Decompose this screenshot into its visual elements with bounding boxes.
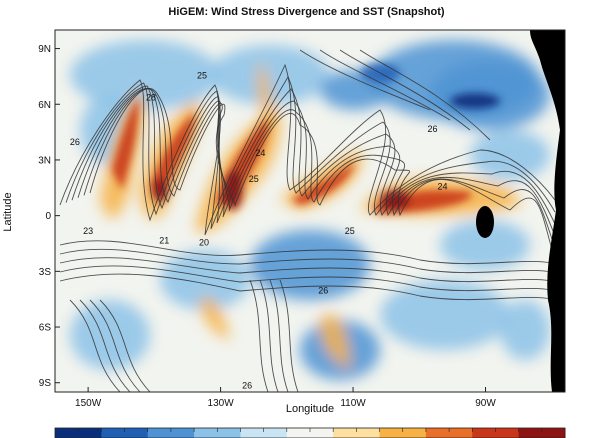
contour-label: 24 — [255, 148, 265, 158]
sst-contour-line — [71, 85, 556, 225]
figure-title: HiGEM: Wind Stress Divergence and SST (S… — [168, 6, 445, 18]
contour-label: 24 — [437, 182, 447, 192]
cool-patch — [380, 280, 510, 350]
warm-tongue — [257, 60, 272, 130]
contour-label: 26 — [428, 124, 438, 134]
sst-contour-line — [59, 63, 556, 236]
sst-contour-line — [59, 248, 561, 275]
y-tick-label: 0 — [45, 211, 51, 222]
y-tick-label: 6S — [39, 323, 52, 334]
contour-labels: 28 26 25 24 25 26 24 23 21 20 25 26 26 — [70, 70, 448, 390]
colorbar-swatch — [101, 428, 149, 438]
sst-contour-line — [259, 279, 279, 392]
sst-contour-line — [299, 49, 431, 111]
y-tick-label: 6N — [38, 100, 51, 111]
sst-contour-line — [59, 265, 561, 293]
warm-core — [292, 162, 355, 205]
contour-label: 20 — [199, 237, 209, 247]
sst-contour-line — [69, 299, 121, 392]
cool-patch — [70, 300, 150, 370]
y-tick-label: 3N — [38, 155, 51, 166]
sst-contour-line — [99, 299, 151, 392]
x-tick-label: 150W — [75, 398, 102, 409]
colorbar-swatch — [286, 428, 334, 438]
sst-contour-line — [359, 49, 491, 141]
contour-label: 26 — [70, 137, 80, 147]
contour-label: 25 — [345, 226, 355, 236]
sst-contour-line — [279, 279, 299, 392]
sst-contour-line — [89, 88, 556, 261]
contour-label: 26 — [242, 380, 252, 390]
contour-label: 26 — [318, 286, 328, 296]
colorbar-swatch — [333, 428, 381, 438]
colorbar-swatch — [240, 428, 288, 438]
cool-patch — [70, 40, 220, 110]
sst-contour-line — [65, 76, 556, 230]
galapagos-islands — [476, 206, 494, 238]
y-tick-label: 3S — [39, 267, 52, 278]
cool-patch — [250, 230, 370, 300]
colorbar-swatch — [425, 428, 473, 438]
cool-patch — [470, 130, 550, 180]
sst-contour-line — [79, 299, 131, 392]
cool-patch — [160, 250, 250, 310]
colorbar-swatch — [379, 428, 427, 438]
cool-patch — [440, 220, 530, 270]
warm-core — [112, 98, 139, 190]
cool-patch — [210, 45, 330, 105]
sst-contour-line — [339, 49, 471, 131]
sst-contour-line — [269, 279, 289, 392]
x-tick-label: 90W — [475, 398, 496, 409]
warm-tongue — [200, 297, 230, 340]
contour-label: 23 — [83, 226, 93, 236]
sst-contour-line — [319, 49, 451, 121]
warm-tongue — [320, 313, 350, 370]
sst-contour-line — [59, 240, 561, 266]
x-axis: 150W 130W 110W 90W — [75, 387, 496, 409]
contour-label: 25 — [197, 70, 207, 80]
colorbar-swatch — [518, 428, 566, 438]
y-axis-title: Latitude — [2, 192, 14, 232]
sst-contours — [59, 49, 561, 392]
sst-contour-line — [249, 279, 269, 392]
land-mask — [476, 30, 565, 392]
y-tick-label: 9N — [38, 44, 51, 55]
south-america-landmass — [530, 30, 565, 392]
cool-core — [450, 93, 500, 109]
x-tick-label: 130W — [208, 398, 235, 409]
contour-label: 25 — [249, 174, 259, 184]
contour-label: 28 — [146, 93, 156, 103]
sst-contour-line — [77, 87, 556, 237]
sst-contour-line — [59, 257, 561, 284]
x-axis-title: Longitude — [285, 403, 335, 415]
colorbar-swatch — [194, 428, 241, 438]
y-axis: 9N 6N 3N 0 3S 6S 9S — [38, 44, 60, 389]
colorbar — [54, 427, 566, 438]
sst-contour-line — [59, 273, 561, 302]
colorbar-swatch — [147, 428, 195, 438]
x-tick-label: 110W — [340, 398, 366, 409]
sst-contour-line — [83, 88, 556, 249]
cool-patch — [500, 300, 550, 360]
y-tick-label: 9S — [39, 378, 52, 389]
colorbar-swatch — [472, 428, 520, 438]
contour-label: 21 — [159, 235, 169, 245]
sst-contour-line — [89, 299, 141, 392]
plot-area: 28 26 25 24 25 26 24 23 21 20 25 26 26 — [55, 30, 565, 392]
colorbar-swatch — [55, 428, 102, 438]
plot-frame — [54, 29, 566, 393]
